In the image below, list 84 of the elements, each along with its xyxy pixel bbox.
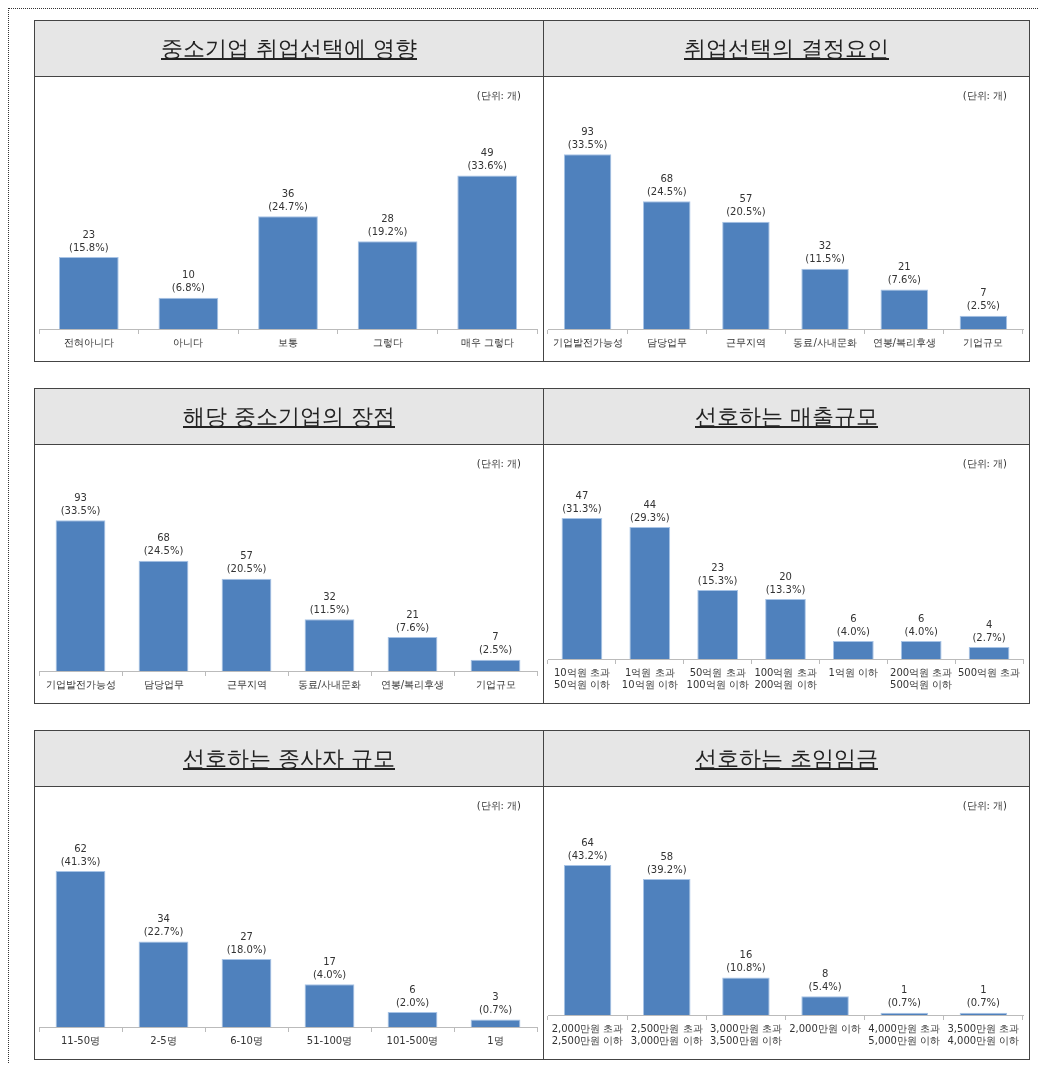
x-tick-label: 2,000만원 이하 xyxy=(789,1022,861,1034)
data-label: 23 (15.8%) xyxy=(69,228,109,253)
data-label: 93 (33.5%) xyxy=(60,491,101,516)
data-label: 4 (2.7%) xyxy=(972,618,1006,643)
text: (단위: 개) xyxy=(962,799,1007,813)
x-tick-label: 2,000만원 초과 2,500만원 이하 xyxy=(551,1022,624,1046)
chart-title: 취업선택의 결정요인 xyxy=(684,34,889,63)
data-label: 8 (5.4%) xyxy=(808,967,842,992)
data-label: 93 (33.5%) xyxy=(567,125,608,150)
data-label: 17 (4.0%) xyxy=(312,955,347,980)
x-tick-label: 51-100명 xyxy=(306,1034,353,1046)
data-label: 64 (43.2%) xyxy=(567,836,608,861)
x-tick-label: 500억원 초과 xyxy=(957,666,1021,678)
x-tick-label: 11-50명 xyxy=(60,1034,101,1046)
data-label: 36 (24.7%) xyxy=(268,187,308,212)
x-tick-label: 연봉/복리후생 xyxy=(380,678,445,690)
data-label: 49 (33.6%) xyxy=(467,147,508,172)
x-tick-label: 담당업무 xyxy=(646,336,687,348)
x-tick-label: 전혀아니다 xyxy=(63,336,114,348)
data-label: 62 (41.3%) xyxy=(60,842,101,867)
x-tick-label: 기업규모 xyxy=(475,678,516,690)
data-label: 58 (39.2%) xyxy=(646,850,687,875)
x-tick-label: 1억원 이하 xyxy=(828,666,879,678)
data-label: 6 (4.0%) xyxy=(836,612,871,637)
x-tick-label: 동료/사내문화 xyxy=(793,336,857,348)
data-label: 57 (20.5%) xyxy=(726,193,766,218)
text: (단위: 개) xyxy=(476,457,521,471)
chart-title: 선호하는 종사자 규모 xyxy=(183,744,395,773)
data-label: 44 (29.3%) xyxy=(630,498,670,523)
data-label: 34 (22.7%) xyxy=(143,913,184,938)
x-tick-label: 기업발전가능성 xyxy=(552,336,623,348)
x-tick-label: 1명 xyxy=(487,1034,504,1046)
x-tick-label: 1억원 초과 10억원 이하 xyxy=(621,666,678,690)
x-tick-label: 3,500만원 초과 4,000만원 이하 xyxy=(947,1022,1020,1046)
data-label: 32 (11.5%) xyxy=(309,590,350,615)
x-tick-label: 50억원 초과 100억원 이하 xyxy=(686,666,749,690)
x-tick-label: 2,500만원 초과 3,000만원 이하 xyxy=(630,1022,703,1046)
x-tick-label: 담당업무 xyxy=(143,678,184,690)
data-label: 68 (24.5%) xyxy=(143,532,184,557)
data-label: 68 (24.5%) xyxy=(646,172,687,197)
data-label: 28 (19.2%) xyxy=(367,212,408,237)
chart-title: 중소기업 취업선택에 영향 xyxy=(161,34,417,63)
x-tick-label: 근무지역 xyxy=(725,336,766,348)
x-tick-label: 근무지역 xyxy=(226,678,267,690)
data-label: 6 (2.0%) xyxy=(395,983,430,1008)
x-tick-label: 기업규모 xyxy=(963,336,1004,348)
x-tick-label: 연봉/복리후생 xyxy=(872,336,936,348)
data-label: 7 (2.5%) xyxy=(966,287,1001,312)
data-label: 27 (18.0%) xyxy=(226,930,267,955)
data-label: 47 (31.3%) xyxy=(562,489,602,514)
x-tick-label: 보통 xyxy=(278,336,298,348)
chart-title: 선호하는 매출규모 xyxy=(695,402,878,431)
x-tick-label: 200억원 초과 500억원 이하 xyxy=(890,666,953,690)
x-tick-label: 매우 그렇다 xyxy=(460,336,514,348)
chart-title: 선호하는 초임임금 xyxy=(695,744,878,773)
data-label: 20 (13.3%) xyxy=(765,570,806,595)
x-tick-label: 100억원 초과 200억원 이하 xyxy=(754,666,817,690)
x-tick-label: 2-5명 xyxy=(150,1034,177,1046)
data-label: 3 (0.7%) xyxy=(478,991,513,1016)
text: (단위: 개) xyxy=(476,89,521,103)
x-tick-label: 101-500명 xyxy=(386,1034,439,1046)
x-tick-label: 기업발전가능성 xyxy=(45,678,116,690)
chart-title: 해당 중소기업의 장점 xyxy=(183,402,395,431)
x-tick-label: 동료/사내문화 xyxy=(297,678,362,690)
x-tick-label: 그렇다 xyxy=(372,336,403,348)
text: (단위: 개) xyxy=(476,799,521,813)
data-label: 1 (0.7%) xyxy=(966,984,1001,1009)
data-label: 16 (10.8%) xyxy=(726,949,766,974)
data-label: 6 (4.0%) xyxy=(904,612,938,637)
text: (단위: 개) xyxy=(962,457,1007,471)
data-label: 7 (2.5%) xyxy=(478,631,513,656)
x-tick-label: 3,000만원 초과 3,500만원 이하 xyxy=(710,1022,782,1046)
data-label: 23 (15.3%) xyxy=(697,561,738,586)
text: (단위: 개) xyxy=(962,89,1007,103)
x-tick-label: 6-10명 xyxy=(230,1034,263,1046)
x-tick-label: 4,000만원 초과 5,000만원 이하 xyxy=(868,1022,941,1046)
x-tick-label: 아니다 xyxy=(173,336,204,348)
x-tick-label: 10억원 초과 50억원 이하 xyxy=(553,666,610,690)
data-label: 57 (20.5%) xyxy=(226,550,267,575)
data-label: 10 (6.8%) xyxy=(171,269,206,294)
data-label: 32 (11.5%) xyxy=(805,240,845,265)
data-label: 1 (0.7%) xyxy=(887,984,921,1009)
data-label: 21 (7.6%) xyxy=(887,261,921,286)
data-label: 21 (7.6%) xyxy=(395,608,430,633)
